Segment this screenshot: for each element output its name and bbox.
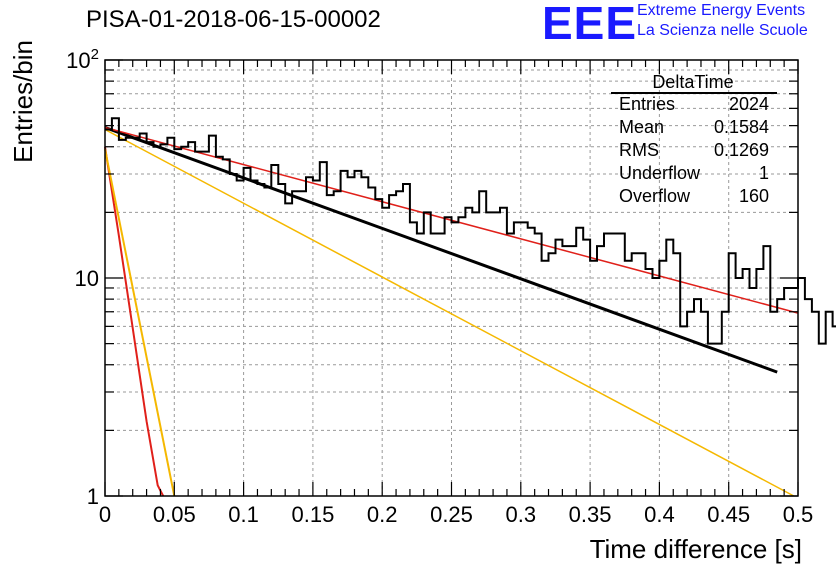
grid-lines	[105, 60, 798, 496]
stats-row-value: 0.1584	[714, 117, 769, 137]
x-tick-label: 0.45	[707, 502, 750, 527]
x-tick-label: 0.05	[153, 502, 196, 527]
histogram-series	[105, 117, 836, 345]
stats-row-label: RMS	[619, 140, 659, 160]
stats-row-label: Overflow	[619, 186, 691, 206]
stats-box: DeltaTime Entries 2024 Mean 0.1584 RMS 0.1269…	[611, 72, 777, 206]
stats-row-value: 1	[759, 163, 769, 183]
x-tick-label: 0.35	[569, 502, 612, 527]
curve-fast_lower	[104, 148, 176, 497]
x-tick-label: 0.4	[644, 502, 675, 527]
page-title: PISA-01-2018-06-15-00002	[86, 6, 381, 33]
logo-subtitle-line1: Extreme Energy Events	[637, 2, 806, 19]
logo-eee: EEE	[542, 0, 638, 49]
logo-subtitle-line2: La Scienza nelle Scuole	[637, 22, 808, 39]
stats-row-value: 160	[739, 186, 769, 206]
curve-fast_upper	[104, 146, 165, 497]
x-tick-label: 0.1	[228, 502, 259, 527]
x-tick-label: 0.3	[506, 502, 537, 527]
stats-box-title: DeltaTime	[652, 72, 733, 92]
stats-row-value: 2024	[729, 94, 769, 114]
axis-ticks	[104, 59, 799, 497]
x-tick-label: 0.2	[367, 502, 398, 527]
curve-slow_lower	[104, 128, 795, 497]
y-tick-label: 10	[75, 266, 99, 291]
y-tick-label: 102	[66, 46, 99, 73]
x-axis-title: Time difference [s]	[590, 534, 802, 564]
axis-tick-labels: 0 0.05 0.1 0.15 0.2 0.25 0.3 0.35 0.4 0.45 0.5 1 10 1…	[66, 46, 813, 527]
x-tick-label: 0.15	[291, 502, 334, 527]
curve-fit_total	[104, 126, 778, 374]
stats-row-value: 0.1269	[714, 140, 769, 160]
stats-row-label: Mean	[619, 117, 664, 137]
x-tick-label: 0.5	[783, 502, 814, 527]
x-tick-label: 0	[99, 502, 111, 527]
y-axis-title: Entries/bin	[8, 40, 38, 163]
stats-row-label: Underflow	[619, 163, 701, 183]
x-tick-label: 0.25	[430, 502, 473, 527]
stats-row-label: Entries	[619, 94, 675, 114]
y-tick-label: 1	[87, 484, 99, 509]
